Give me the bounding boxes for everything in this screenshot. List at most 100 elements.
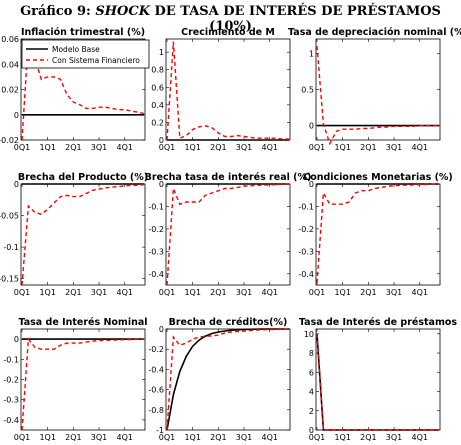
y-tick-label: 2: [309, 407, 314, 416]
series-sistema-financiero-line: [166, 183, 290, 286]
x-tick-label: 0Q1: [14, 288, 30, 297]
x-tick-label: 4Q1: [261, 288, 277, 297]
x-tick-label: 4Q1: [411, 288, 427, 297]
plot-frame: [20, 183, 146, 286]
x-tick-label: 0Q1: [14, 143, 30, 152]
y-tick-label: -0.1: [298, 202, 314, 211]
y-tick-label: 1: [159, 48, 164, 57]
panel-7: Tasa de Interés Nominal -0.4 -0.3 -0.2 -0.1 0…: [3, 317, 147, 442]
y-tick-label: 1: [309, 49, 314, 58]
x-tick-label: 3Q1: [236, 288, 252, 297]
y-tick-label: 4: [309, 388, 314, 397]
y-tick-label: 0: [14, 111, 19, 120]
y-tick-label: -0.1: [3, 243, 19, 252]
y-tick-label: -0.02: [0, 136, 19, 145]
y-tick-label: 0: [159, 180, 164, 189]
y-tick-label: 0.06: [1, 35, 19, 44]
y-tick-label: -0.4: [3, 416, 19, 425]
y-tick-label: 0: [159, 325, 164, 334]
panel-title: Condiciones Monetarias (%): [303, 172, 453, 183]
x-tick-label: 4Q1: [261, 143, 277, 152]
plot-frame: [165, 328, 291, 431]
plot-frame: [165, 183, 291, 286]
x-tick-label: 3Q1: [91, 288, 107, 297]
x-tick-label: 0Q1: [309, 433, 325, 442]
panel-6: Condiciones Monetarias (%) -0.4 -0.3 -0.2 -0…: [298, 172, 452, 297]
y-tick-label: -0.8: [148, 406, 164, 415]
x-tick-label: 0Q1: [309, 143, 325, 152]
x-tick-label: 2Q1: [210, 433, 226, 442]
x-tick-label: 4Q1: [116, 288, 132, 297]
y-tick-label: 0: [309, 426, 314, 435]
panel-2: Crecimiento de M 0 0.2 0.4 0.6 0.8 1 0Q1 1Q1 2Q1 3…: [151, 27, 291, 152]
x-tick-label: 2Q1: [65, 433, 81, 442]
panel-title: Brecha tasa de interés real (%): [145, 172, 312, 183]
x-tick-label: 1Q1: [334, 143, 350, 152]
x-tick-label: 0Q1: [159, 288, 175, 297]
x-tick-label: 4Q1: [411, 433, 427, 442]
panel-title: Brecha del Producto (%): [18, 172, 148, 183]
figure-title-prefix: Gráfico 9:: [20, 4, 96, 19]
y-tick-label: 0.4: [151, 101, 164, 110]
y-tick-label: -0.4: [148, 365, 164, 374]
panel-title: Tasa de Interés Nominal: [18, 317, 147, 328]
x-tick-label: 2Q1: [360, 288, 376, 297]
y-tick-label: -0.05: [0, 212, 19, 221]
legend-label: Con Sistema Financiero: [52, 56, 140, 65]
series-sistema-financiero-line: [316, 183, 439, 283]
x-tick-label: 3Q1: [91, 433, 107, 442]
series-modelo-base-line: [166, 328, 289, 431]
plot-frame: [315, 328, 441, 431]
panel-4: Brecha del Producto (%) -0.15 -0.1 -0.05 0 0Q…: [0, 172, 148, 297]
series-sistema-financiero-line: [316, 333, 439, 431]
y-tick-label: -0.4: [148, 270, 164, 279]
legend: Modelo Base Con Sistema Financiero: [21, 39, 150, 69]
x-tick-label: 4Q1: [261, 433, 277, 442]
y-tick-label: 0: [309, 180, 314, 189]
panel-5: Brecha tasa de interés real (%) -0.4 -0.3 -…: [145, 172, 312, 297]
x-tick-label: 2Q1: [65, 288, 81, 297]
y-tick-label: -0.1: [3, 355, 19, 364]
x-tick-label: 4Q1: [411, 143, 427, 152]
y-tick-label: 0.8: [151, 66, 164, 75]
y-tick-label: -0.1: [148, 202, 164, 211]
x-tick-label: 0Q1: [14, 433, 30, 442]
x-tick-label: 0Q1: [159, 433, 175, 442]
y-tick-label: 0.2: [151, 118, 164, 127]
y-tick-label: 0.02: [1, 86, 19, 95]
x-tick-label: 1Q1: [334, 433, 350, 442]
x-tick-label: 1Q1: [39, 288, 55, 297]
y-tick-label: 0.04: [1, 60, 19, 69]
plot-frame: [165, 38, 291, 141]
y-tick-label: 8: [309, 349, 314, 358]
y-tick-label: -1: [156, 426, 164, 435]
x-tick-label: 3Q1: [386, 433, 402, 442]
series-sistema-financiero-line: [21, 337, 144, 431]
x-tick-label: 3Q1: [386, 143, 402, 152]
legend-box: [21, 39, 150, 69]
x-tick-label: 1Q1: [39, 433, 55, 442]
x-tick-label: 4Q1: [116, 433, 132, 442]
series-sistema-financiero-line: [316, 46, 439, 146]
y-tick-label: -0.2: [298, 225, 314, 234]
y-tick-label: -0.3: [298, 247, 314, 256]
x-tick-label: 2Q1: [210, 143, 226, 152]
x-tick-label: 2Q1: [65, 143, 81, 152]
x-tick-label: 2Q1: [210, 288, 226, 297]
y-tick-label: 0.5: [301, 86, 314, 95]
y-tick-label: -0.2: [148, 225, 164, 234]
x-tick-label: 3Q1: [236, 143, 252, 152]
y-tick-label: -0.2: [148, 345, 164, 354]
x-tick-label: 3Q1: [236, 433, 252, 442]
panel-8: Brecha de créditos(%) -1 -0.8 -0.6 -0.4 -0.2 0…: [148, 317, 291, 442]
x-tick-label: 3Q1: [91, 143, 107, 152]
figure-title-suffix: DE TASA DE INTERÉS DE PRÉSTAMOS (10%): [150, 4, 441, 34]
y-tick-label: -0.3: [3, 396, 19, 405]
y-tick-label: 0: [14, 335, 19, 344]
y-tick-label: -0.3: [148, 247, 164, 256]
panel-title: Brecha de créditos(%): [169, 317, 288, 328]
legend-label: Modelo Base: [52, 45, 100, 54]
x-tick-label: 0Q1: [159, 143, 175, 152]
panel-title: Tasa de Interés de préstamos: [299, 317, 457, 328]
